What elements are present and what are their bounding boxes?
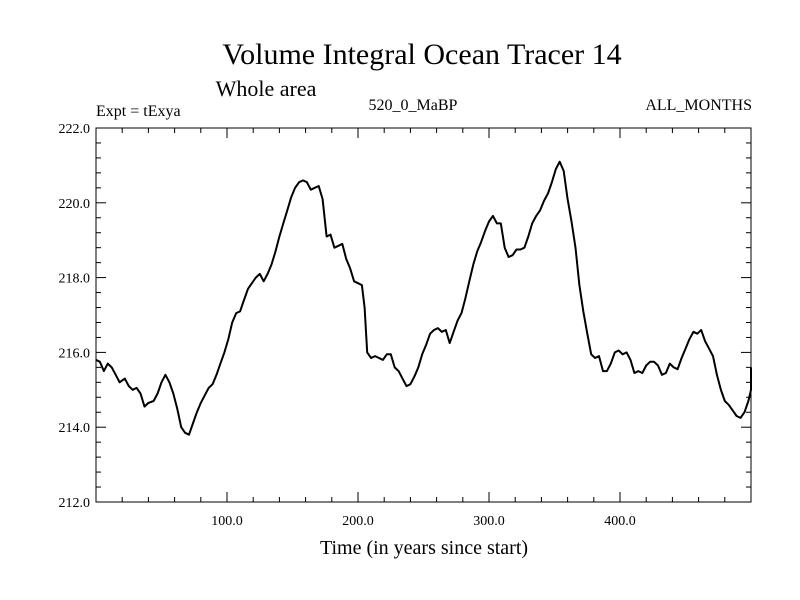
- x-axis-label: Time (in years since start): [320, 537, 528, 559]
- y-tick-label: 218.0: [59, 272, 91, 287]
- y-tick-label: 220.0: [59, 197, 91, 212]
- x-tick-label: 400.0: [604, 514, 636, 529]
- chart-title: Volume Integral Ocean Tracer 14: [222, 38, 621, 71]
- x-axis: 100.0 200.0 300.0 400.0: [121, 128, 726, 529]
- x-tick-label: 200.0: [342, 514, 374, 529]
- header-center-label: 520_0_MaBP: [369, 97, 458, 114]
- header-right-label: ALL_MONTHS: [645, 97, 752, 114]
- y-tick-label: 212.0: [59, 496, 91, 511]
- header-left-label: Expt = tExya: [96, 103, 181, 120]
- y-tick-label: 214.0: [59, 421, 91, 436]
- chart-subtitle: Whole area: [216, 76, 317, 101]
- x-tick-label: 300.0: [473, 514, 505, 529]
- series-line: [95, 160, 752, 436]
- plot-frame: [95, 127, 752, 503]
- x-tick-label: 100.0: [211, 514, 243, 529]
- y-tick-label: 222.0: [59, 122, 91, 137]
- y-tick-label: 216.0: [59, 346, 91, 361]
- y-axis: 212.0 214.0 216.0 218.0 220.0 222.0: [59, 122, 751, 511]
